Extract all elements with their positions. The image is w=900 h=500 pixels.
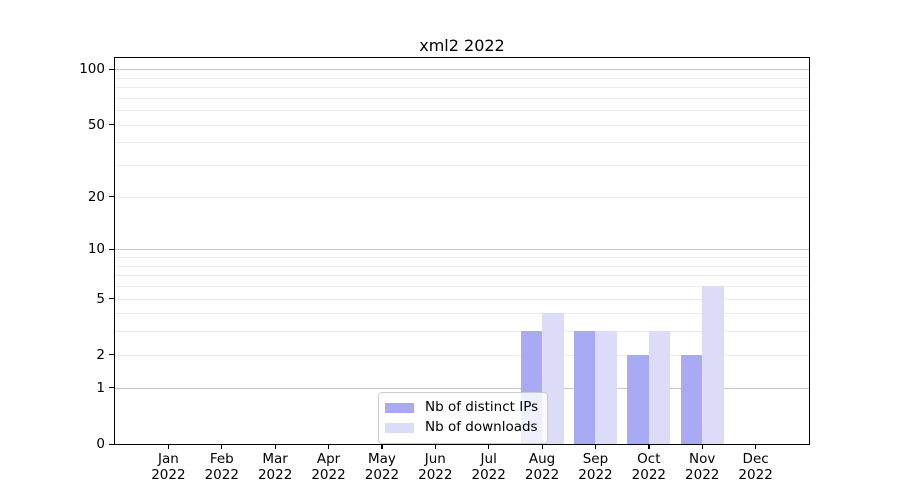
month-label: Mar: [262, 451, 288, 467]
year-label: 2022: [471, 467, 506, 483]
x-axis-tick: [488, 444, 490, 449]
plot-area: Nb of distinct IPs Nb of downloads 0 1 2 5 10…: [79, 57, 810, 483]
gridline-minor: [115, 77, 809, 79]
month-label: Dec: [742, 451, 769, 467]
month-label: Jul: [480, 451, 497, 467]
gridline-major: [115, 387, 809, 389]
year-label: 2022: [204, 467, 239, 483]
year-label: 2022: [738, 467, 773, 483]
month-label: Oct: [637, 451, 661, 467]
gridline-major: [115, 249, 809, 251]
y-axis-tick-label: 20: [87, 188, 105, 205]
year-label: 2022: [311, 467, 346, 483]
y-axis-tick: [109, 68, 115, 70]
y-axis-tick: [109, 354, 115, 356]
gridline-minor: [115, 142, 809, 144]
y-axis-tick: [109, 387, 115, 389]
year-label: 2022: [364, 467, 400, 483]
x-axis-tick-label: Sep 2022: [563, 451, 627, 483]
gridline-minor: [115, 298, 809, 300]
y-axis-tick: [109, 248, 115, 250]
legend-swatch: [385, 402, 414, 413]
month-label: Nov: [689, 451, 716, 467]
bar-downloads: [648, 331, 671, 444]
month-label: May: [367, 451, 396, 467]
x-axis-tick-label: Apr 2022: [297, 451, 361, 483]
y-axis-tick-label: 0: [96, 436, 105, 452]
x-axis-tick: [434, 444, 436, 449]
y-axis-tick-label: 50: [87, 116, 105, 133]
gridline-minor: [115, 87, 809, 89]
y-axis-tick: [109, 196, 115, 198]
y-axis-tick: [109, 443, 115, 445]
x-axis-tick: [701, 444, 703, 449]
gridline-minor: [115, 97, 809, 99]
x-axis-tick: [648, 444, 650, 449]
legend-row: Nb of distinct IPs: [385, 399, 538, 416]
legend: Nb of distinct IPs Nb of downloads: [378, 392, 549, 444]
bar-distinct-ips: [573, 331, 596, 444]
x-axis-tick: [541, 444, 543, 449]
legend-row: Nb of downloads: [385, 419, 538, 436]
gridline-minor: [115, 331, 809, 333]
y-axis-tick-label: 2: [96, 346, 105, 363]
chart-title: xml2 2022: [419, 36, 505, 55]
month-label: Jun: [424, 451, 446, 467]
gridline-minor: [115, 275, 809, 277]
y-axis-tick-label: 100: [79, 61, 105, 78]
legend-swatch: [385, 422, 414, 433]
legend-label: Nb of distinct IPs: [425, 399, 539, 415]
x-axis-tick: [221, 444, 223, 449]
year-label: 2022: [524, 467, 560, 483]
year-label: 2022: [631, 467, 667, 483]
x-axis-tick-label: May 2022: [350, 451, 414, 483]
gridline-major: [115, 69, 809, 71]
y-axis-tick: [109, 298, 115, 300]
x-axis-tick-label: Feb 2022: [190, 451, 254, 483]
gridline-minor: [115, 265, 809, 267]
year-label: 2022: [685, 467, 720, 483]
month-label: Feb: [209, 451, 234, 467]
gridline-minor: [115, 354, 809, 356]
bar-distinct-ips: [627, 354, 649, 444]
x-axis-tick-label: Dec 2022: [724, 451, 788, 483]
x-axis-tick-label: Nov 2022: [670, 451, 734, 483]
y-axis-tick-label: 1: [96, 379, 105, 396]
year-label: 2022: [418, 467, 453, 483]
month-label: Sep: [582, 451, 609, 467]
x-axis-tick: [381, 444, 383, 449]
x-axis-tick-label: Jan 2022: [136, 451, 200, 483]
year-label: 2022: [257, 467, 293, 483]
month-label: Apr: [316, 451, 341, 467]
bar-downloads: [702, 286, 724, 444]
month-label: Aug: [528, 451, 556, 467]
y-axis-tick-label: 10: [87, 241, 105, 258]
gridline-minor: [115, 285, 809, 287]
y-axis-tick: [109, 124, 115, 126]
x-axis-tick: [328, 444, 330, 449]
bar-downloads: [595, 331, 617, 444]
x-axis-tick-label: Mar 2022: [243, 451, 307, 483]
x-axis-tick-label: Aug 2022: [510, 451, 574, 483]
gridline-minor: [115, 257, 809, 259]
year-label: 2022: [578, 467, 613, 483]
month-label: Jan: [157, 451, 179, 467]
x-axis-tick: [274, 444, 276, 449]
x-axis-tick-label: Jun 2022: [403, 451, 467, 483]
x-axis-tick-label: Oct 2022: [617, 451, 681, 483]
year-label: 2022: [151, 467, 186, 483]
bar-distinct-ips: [680, 354, 703, 444]
x-axis-tick: [594, 444, 597, 449]
gridline-minor: [115, 196, 809, 198]
gridline-minor: [115, 110, 809, 112]
x-axis-tick: [167, 444, 170, 449]
y-axis-tick-label: 5: [96, 290, 105, 307]
gridline-minor: [115, 165, 809, 167]
x-axis-tick-label: Jul 2022: [457, 451, 521, 483]
gridline-minor: [115, 124, 809, 126]
legend-label: Nb of downloads: [425, 419, 538, 435]
gridline-minor: [115, 313, 809, 315]
x-axis-tick: [755, 444, 757, 449]
